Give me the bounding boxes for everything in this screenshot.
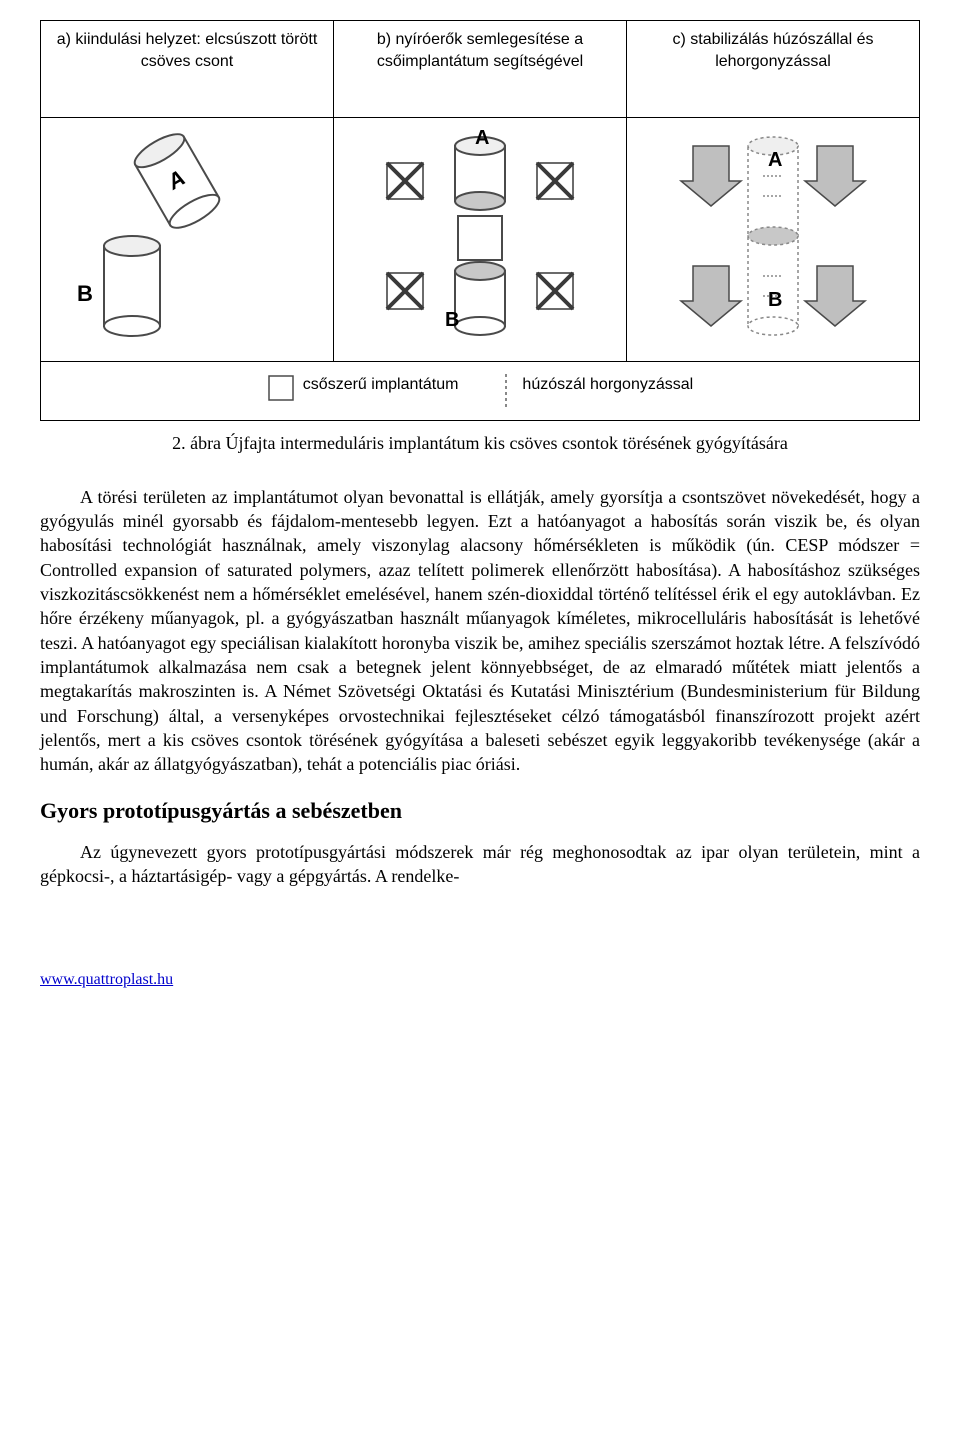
legend-thread-icon [498, 374, 514, 408]
label-B: B [77, 281, 93, 306]
diagram-cell-a: A B [41, 118, 334, 362]
diagram-c-svg: A B [635, 126, 911, 346]
diagram-b-svg: A B [342, 126, 618, 346]
figure-header-c: c) stabilizálás húzószállal és lehorgony… [627, 21, 920, 118]
svg-text:B: B [445, 309, 459, 331]
figure-table: a) kiindulási helyzet: elcsúszott törött… [40, 20, 920, 421]
body-paragraph-1: A törési területen az implantátumot olya… [40, 485, 920, 777]
svg-text:A: A [475, 127, 489, 149]
diagram-cell-b: A B [334, 118, 627, 362]
legend-implant: csőszerű implantátum [267, 374, 459, 402]
diagram-cell-c: A B [627, 118, 920, 362]
legend-implant-icon [267, 374, 295, 402]
figure-legend-cell: csőszerű implantátum húzószál horgonyzás… [41, 361, 920, 420]
body-paragraph-2: Az úgynevezett gyors prototípusgyártási … [40, 840, 920, 889]
footer-link[interactable]: www.quattroplast.hu [40, 969, 173, 991]
section-title: Gyors prototípusgyártás a sebészetben [40, 796, 920, 826]
figure-header-b: b) nyíróerők semlegesítése a csőimplantá… [334, 21, 627, 118]
diagram-a-svg: A B [49, 126, 325, 346]
legend-implant-label: csőszerű implantátum [303, 374, 459, 396]
legend-thread: húzószál horgonyzással [498, 374, 693, 408]
figure-caption: 2. ábra Újfajta intermeduláris implantát… [40, 431, 920, 455]
figure-diagram-row: A B A [41, 118, 920, 362]
legend-thread-label: húzószál horgonyzással [522, 374, 693, 396]
figure-legend-row: csőszerű implantátum húzószál horgonyzás… [41, 361, 920, 420]
figure-header-row: a) kiindulási helyzet: elcsúszott törött… [41, 21, 920, 118]
figure-header-a: a) kiindulási helyzet: elcsúszott törött… [41, 21, 334, 118]
svg-text:A: A [768, 149, 782, 171]
svg-text:B: B [768, 289, 782, 311]
